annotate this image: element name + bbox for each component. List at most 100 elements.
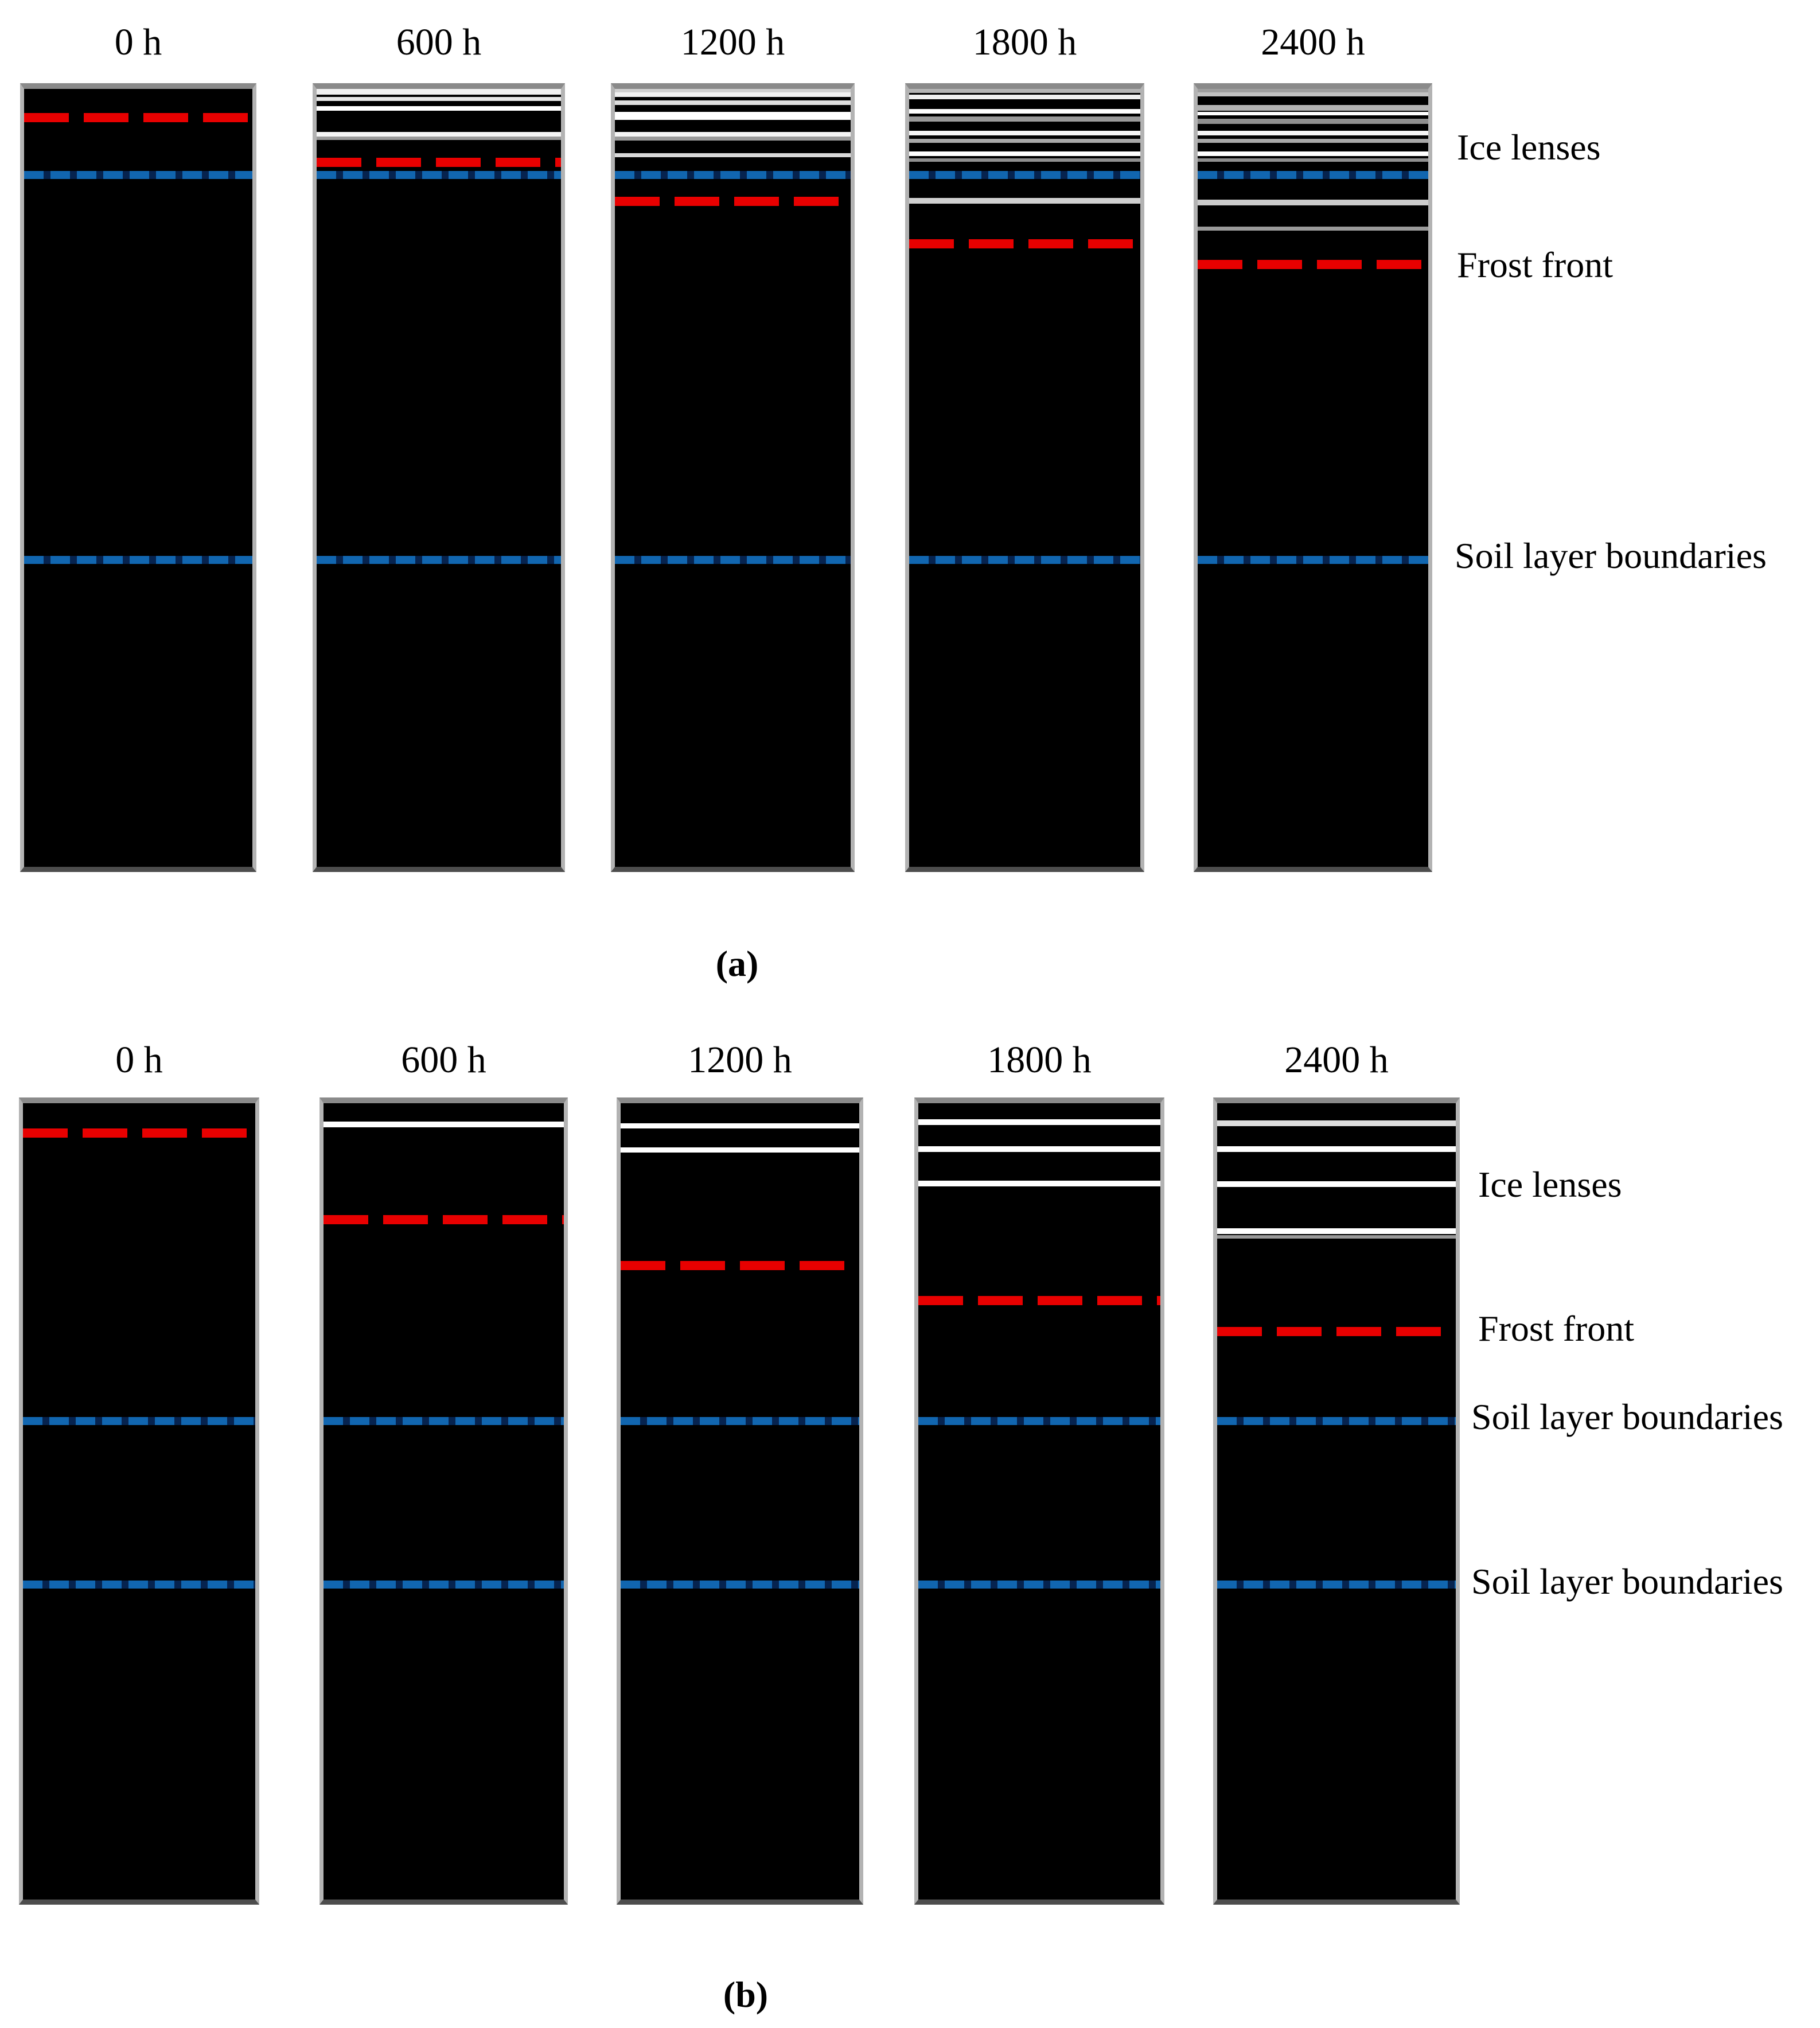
ice-lens bbox=[1198, 112, 1428, 115]
ice-lens bbox=[909, 95, 1140, 99]
soil-layer-boundary-line bbox=[317, 556, 561, 564]
annotation-soil-layer-boundaries: Soil layer boundaries bbox=[1455, 535, 1767, 576]
time-label-b-0: 0 h bbox=[115, 1039, 163, 1081]
panel-caption-a: (a) bbox=[715, 943, 759, 984]
soil-layer-boundary-line bbox=[909, 556, 1140, 564]
ice-lens bbox=[1198, 89, 1428, 93]
frost-front-line bbox=[24, 113, 252, 122]
ice-lens bbox=[615, 112, 851, 120]
annotation-ice-lenses: Ice lenses bbox=[1478, 1163, 1622, 1205]
soil-layer-boundary-line bbox=[1217, 1417, 1456, 1425]
ice-lens bbox=[1217, 1146, 1456, 1152]
ice-lens bbox=[1198, 139, 1428, 143]
soil-layer-boundary-line bbox=[1198, 556, 1428, 564]
ice-lens bbox=[909, 131, 1140, 135]
time-label-a-1: 600 h bbox=[396, 21, 482, 63]
soil-column-a-0 bbox=[20, 83, 256, 872]
ice-lens bbox=[615, 132, 851, 137]
frost-front-line bbox=[1217, 1327, 1456, 1336]
frost-front-line bbox=[918, 1296, 1160, 1305]
ice-lens bbox=[1198, 200, 1428, 205]
ice-lens bbox=[1217, 1235, 1456, 1239]
soil-layer-boundary-line bbox=[621, 1581, 859, 1589]
soil-column-b-3 bbox=[914, 1097, 1164, 1905]
ice-lens bbox=[909, 158, 1140, 162]
annotation-frost-front: Frost front bbox=[1478, 1307, 1634, 1349]
frost-front-line bbox=[615, 197, 851, 206]
time-label-a-0: 0 h bbox=[114, 21, 162, 63]
soil-layer-boundary-line bbox=[317, 171, 561, 179]
soil-layer-boundary-line bbox=[615, 556, 851, 564]
ice-lens bbox=[317, 137, 561, 140]
soil-layer-boundary-line bbox=[24, 556, 252, 564]
ice-lens bbox=[909, 151, 1140, 156]
ice-lens bbox=[324, 1122, 564, 1127]
ice-lens bbox=[918, 1119, 1160, 1125]
ice-lens bbox=[1217, 1120, 1456, 1126]
ice-lens bbox=[1198, 105, 1428, 111]
time-label-a-3: 1800 h bbox=[972, 21, 1077, 63]
ice-lens bbox=[615, 137, 851, 141]
soil-layer-boundary-line bbox=[615, 171, 851, 179]
ice-lens bbox=[615, 92, 851, 97]
ice-lens bbox=[615, 153, 851, 157]
soil-column-b-2 bbox=[617, 1097, 863, 1905]
annotation-ice-lenses: Ice lenses bbox=[1457, 126, 1601, 168]
soil-layer-boundary-line bbox=[909, 171, 1140, 179]
frost-front-line bbox=[621, 1261, 859, 1270]
soil-column-b-4 bbox=[1213, 1097, 1460, 1905]
frost-front-line bbox=[1198, 260, 1428, 269]
soil-column-a-1 bbox=[313, 83, 565, 872]
annotation-frost-front: Frost front bbox=[1457, 244, 1613, 285]
ice-lens bbox=[615, 100, 851, 105]
soil-column-a-2 bbox=[611, 83, 855, 872]
soil-column-a-4 bbox=[1194, 83, 1432, 872]
ice-lens bbox=[317, 89, 561, 95]
ice-lens bbox=[1198, 158, 1428, 162]
ice-lens bbox=[918, 1146, 1160, 1152]
time-label-b-4: 2400 h bbox=[1284, 1039, 1389, 1081]
ice-lens bbox=[317, 132, 561, 137]
soil-layer-boundary-line bbox=[918, 1417, 1160, 1425]
ice-lens bbox=[909, 139, 1140, 143]
annotation-soil-layer-boundaries: Soil layer boundaries bbox=[1471, 1560, 1783, 1602]
soil-column-b-0 bbox=[19, 1097, 259, 1905]
ice-lens bbox=[621, 1147, 859, 1153]
soil-layer-boundary-line bbox=[1198, 171, 1428, 179]
frost-front-line bbox=[909, 239, 1140, 248]
annotation-soil-layer-boundaries: Soil layer boundaries bbox=[1471, 1396, 1783, 1437]
ice-lens bbox=[1198, 131, 1428, 135]
ice-lens bbox=[621, 1123, 859, 1128]
ice-lens bbox=[1217, 1228, 1456, 1234]
time-label-b-1: 600 h bbox=[401, 1039, 486, 1081]
soil-layer-boundary-line bbox=[23, 1417, 255, 1425]
soil-layer-boundary-line bbox=[324, 1417, 564, 1425]
soil-layer-boundary-line bbox=[918, 1581, 1160, 1589]
ice-lens bbox=[909, 116, 1140, 122]
frost-front-line bbox=[324, 1215, 564, 1224]
ice-lens bbox=[1198, 151, 1428, 156]
panel-caption-b: (b) bbox=[723, 1973, 769, 2015]
ice-lens bbox=[1198, 92, 1428, 96]
ice-lens bbox=[615, 89, 851, 92]
frost-front-line bbox=[317, 158, 561, 167]
ice-lens bbox=[909, 109, 1140, 114]
soil-layer-boundary-line bbox=[1217, 1581, 1456, 1589]
soil-column-a-3 bbox=[905, 83, 1144, 872]
ice-lens bbox=[1217, 1181, 1456, 1187]
ice-lens bbox=[1198, 227, 1428, 231]
time-label-a-4: 2400 h bbox=[1261, 21, 1365, 63]
ice-lens bbox=[909, 198, 1140, 204]
ice-lens bbox=[918, 1181, 1160, 1186]
time-label-a-2: 1200 h bbox=[680, 21, 785, 63]
soil-layer-boundary-line bbox=[324, 1581, 564, 1589]
ice-lens bbox=[1198, 119, 1428, 124]
ice-lens bbox=[317, 106, 561, 111]
ice-lens bbox=[909, 89, 1140, 93]
soil-layer-boundary-line bbox=[24, 171, 252, 179]
frost-front-line bbox=[23, 1128, 255, 1138]
time-label-b-3: 1800 h bbox=[987, 1039, 1092, 1081]
soil-layer-boundary-line bbox=[23, 1581, 255, 1589]
time-label-b-2: 1200 h bbox=[688, 1039, 792, 1081]
